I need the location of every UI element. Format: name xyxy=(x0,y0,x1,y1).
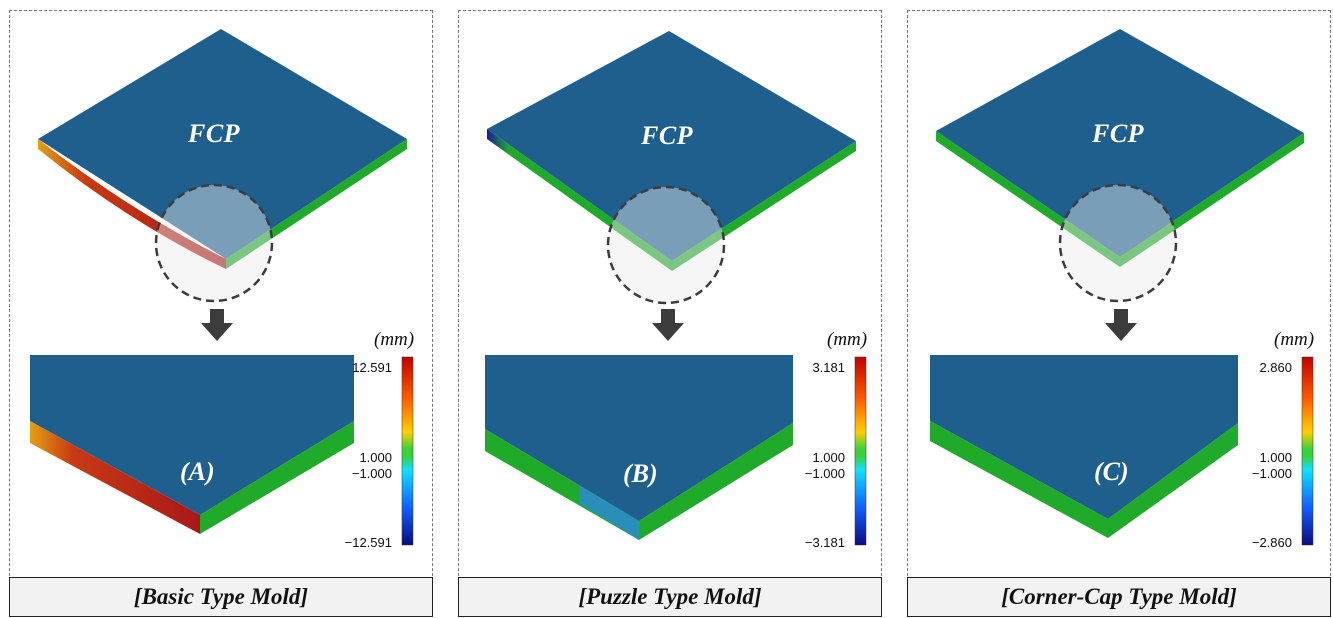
color-scale-bar xyxy=(401,356,414,546)
plate-right-edge xyxy=(672,141,856,271)
zoom-callout-circle xyxy=(1058,183,1178,303)
scale-min: −3.181 xyxy=(804,535,845,550)
fcp-label: FCP xyxy=(188,119,241,148)
arrow-shaft xyxy=(661,309,675,323)
zoom-left-edge xyxy=(930,421,1108,538)
plate-left-edge xyxy=(38,139,226,269)
scale-max: 12.591 xyxy=(352,360,392,375)
arrow-head xyxy=(652,323,684,341)
color-scale-bar xyxy=(1301,356,1314,546)
scale-max: 3.181 xyxy=(812,360,845,375)
panel-tag: (B) xyxy=(623,459,658,488)
plate-right-edge xyxy=(1120,133,1304,267)
caption-basic: [Basic Type Mold] xyxy=(9,577,433,617)
zoom-left-edge xyxy=(30,421,200,534)
plate-top-surface xyxy=(38,29,407,259)
scale-min: −2.860 xyxy=(1251,535,1292,550)
zoom-top-surface xyxy=(930,355,1238,519)
scale-unit: (mm) xyxy=(374,329,415,350)
scale-upper: 1.000 xyxy=(359,450,392,465)
zoom-top-surface xyxy=(485,355,793,521)
scale-lower: −1.000 xyxy=(351,466,392,481)
panel-tag: (C) xyxy=(1094,457,1129,486)
plate-left-edge xyxy=(936,131,1120,267)
caption-puzzle: [Puzzle Type Mold] xyxy=(458,577,882,617)
scale-unit: (mm) xyxy=(827,329,868,350)
arrow-head xyxy=(201,323,233,341)
plate-left-edge xyxy=(487,129,672,271)
panel-b-illustration xyxy=(485,31,867,546)
zoom-callout-circle xyxy=(606,185,726,305)
scale-min: −12.591 xyxy=(344,535,392,550)
arrow-head xyxy=(1105,323,1137,341)
panel-basic: FCP (A) (mm) 12.591 1.000 −1.000 −12.591… xyxy=(9,10,433,617)
caption-corner-cap: [Corner-Cap Type Mold] xyxy=(907,577,1331,617)
arrow-shaft xyxy=(210,309,224,323)
zoom-top-surface xyxy=(30,355,354,515)
zoom-right-edge xyxy=(200,421,354,534)
plate-top-surface xyxy=(936,29,1304,257)
color-scale-bar xyxy=(854,356,867,546)
zoom-right-edge xyxy=(639,423,793,540)
fcp-label: FCP xyxy=(641,121,694,150)
panel-tag: (A) xyxy=(180,457,215,486)
scale-upper: 1.000 xyxy=(812,450,845,465)
panel-a-illustration xyxy=(30,29,414,546)
arrow-shaft xyxy=(1114,309,1128,323)
panel-c-illustration xyxy=(930,29,1314,546)
zoom-callout-circle xyxy=(154,183,274,303)
panel-corner-cap: FCP (C) (mm) 2.860 1.000 −1.000 −2.860 [… xyxy=(907,10,1331,617)
fcp-label: FCP xyxy=(1092,119,1145,148)
plate-top-surface xyxy=(487,31,856,261)
scale-lower: −1.000 xyxy=(1251,466,1292,481)
scale-upper: 1.000 xyxy=(1259,450,1292,465)
zoom-right-edge xyxy=(1108,423,1238,538)
scale-unit: (mm) xyxy=(1274,329,1315,350)
scale-lower: −1.000 xyxy=(804,466,845,481)
zoom-left-edge-blue xyxy=(579,485,639,540)
panel-puzzle: FCP (B) (mm) 3.181 1.000 −1.000 −3.181 [… xyxy=(458,10,882,617)
scale-max: 2.860 xyxy=(1259,360,1292,375)
